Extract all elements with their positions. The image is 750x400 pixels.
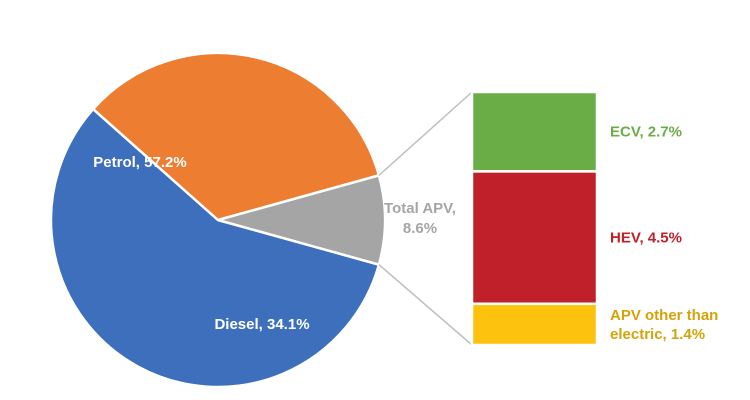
data-label-apv-other-than-electric: APV other than electric, 1.4% (610, 307, 718, 343)
data-labels: Petrol, 57.2% Diesel, 34.1% Total APV, 8.6%… (93, 124, 718, 343)
stacked-bar (470, 90, 599, 347)
connector-lines (378, 91, 473, 346)
pie-slice-diesel (91, 51, 381, 222)
data-label-petrol: Petrol, 57.2% (93, 154, 186, 171)
pie-slice-total-apv (216, 174, 387, 266)
pie-slice-petrol (49, 107, 381, 389)
bar-segment-hev (470, 170, 599, 306)
data-label-diesel: Diesel, 34.1% (214, 316, 309, 333)
connector-line-bottom (378, 264, 473, 346)
pie (49, 51, 387, 389)
data-label-total-apv: Total APV, 8.6% (384, 200, 456, 237)
data-label-hev: HEV, 4.5% (610, 230, 682, 247)
data-label-ecv: ECV, 2.7% (610, 124, 682, 141)
bar-segment-apv-other-than-electric (470, 302, 599, 347)
bar-segment-ecv (470, 90, 599, 173)
connector-line-top (378, 91, 473, 176)
